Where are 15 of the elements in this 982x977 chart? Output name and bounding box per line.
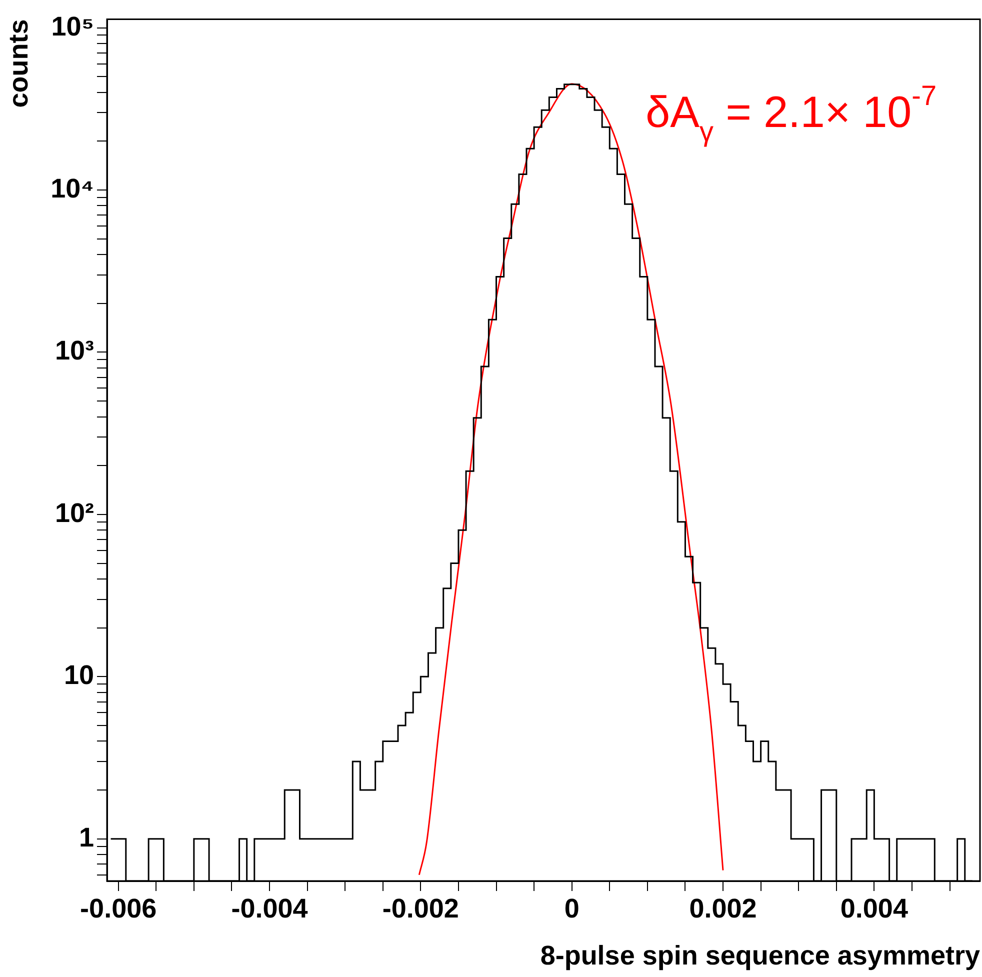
x-tick-label: 0 — [564, 894, 580, 924]
y-axis-title: counts — [4, 19, 34, 108]
y-tick-label: 10⁵ — [51, 11, 94, 42]
x-tick-label: -0.004 — [231, 894, 308, 924]
y-tick-label: 10² — [54, 498, 94, 528]
x-tick-label: 0.002 — [689, 894, 757, 924]
x-axis-title: 8-pulse spin sequence asymmetry — [540, 940, 980, 970]
y-tick-label: 10⁴ — [50, 173, 94, 204]
y-tick-label: 10³ — [54, 336, 94, 366]
x-tick-label: -0.006 — [80, 894, 157, 924]
y-tick-label: 1 — [78, 822, 94, 852]
line-series — [418, 83, 724, 876]
x-tick-label: 0.004 — [840, 894, 908, 924]
x-tick-label: -0.002 — [382, 894, 459, 924]
y-tick-label: 10 — [64, 660, 94, 690]
